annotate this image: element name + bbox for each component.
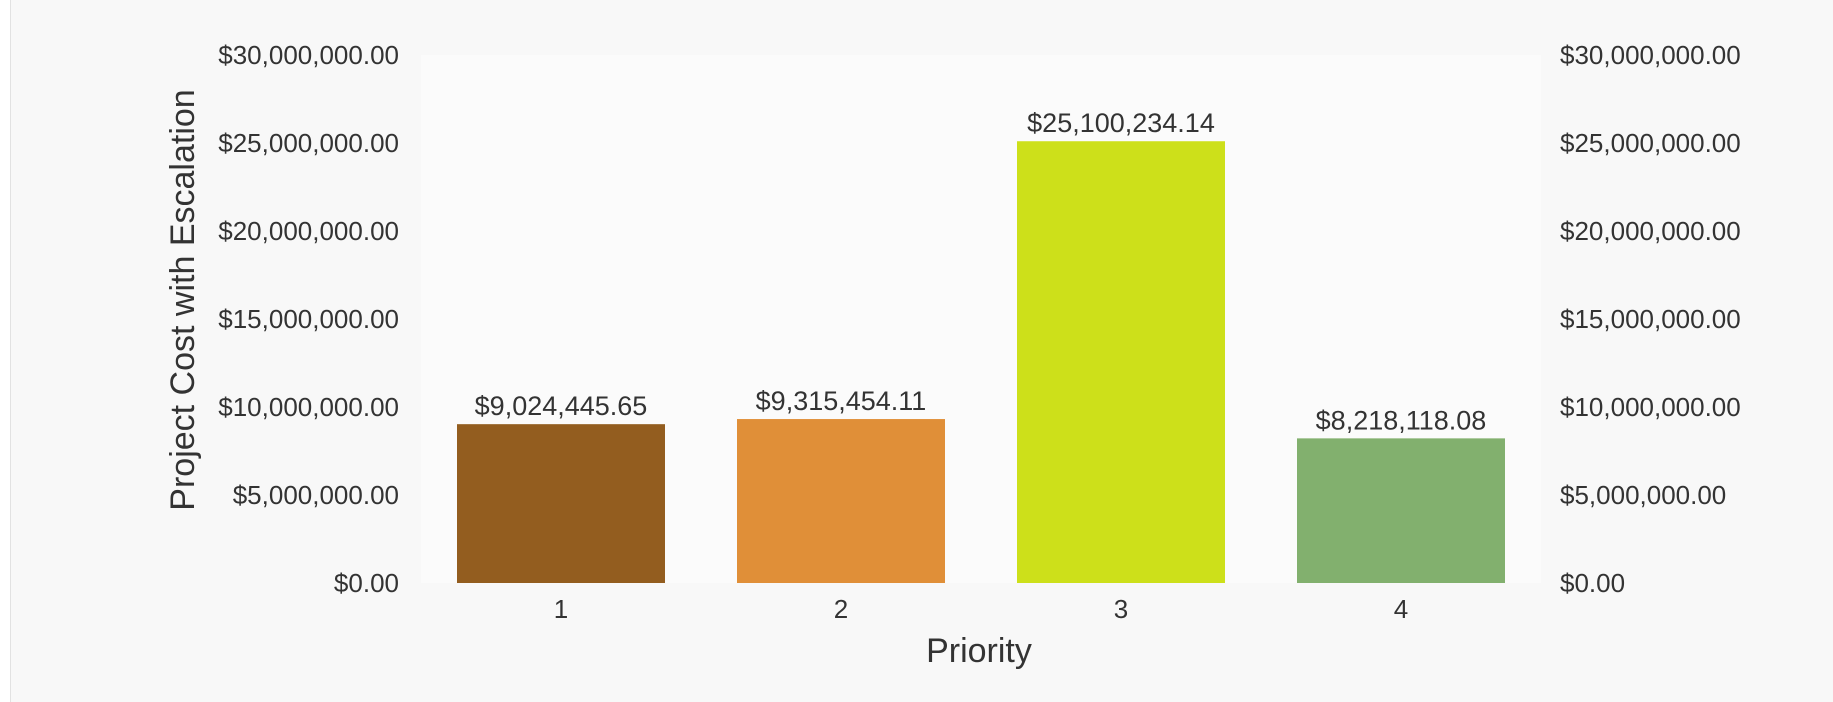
right-tick-label: $10,000,000.00 (1560, 392, 1741, 422)
x-axis-title: Priority (926, 632, 1032, 670)
left-tick-label: $15,000,000.00 (218, 304, 399, 334)
y-axis-title: Project Cost with Escalation (164, 89, 202, 510)
data-label: $9,315,454.11 (756, 386, 927, 416)
bar-priority-3[interactable] (1017, 141, 1225, 583)
bar-priority-4[interactable] (1297, 438, 1505, 583)
category-label: 4 (1394, 594, 1408, 624)
chart-frame: $0.00 $5,000,000.00 $10,000,000.00 $15,000,… (10, 0, 1833, 702)
right-tick-label: $0.00 (1560, 568, 1625, 598)
data-labels: $9,024,445.65 $9,315,454.11 $25,100,234.14… (475, 108, 1487, 435)
right-tick-label: $5,000,000.00 (1560, 480, 1726, 510)
left-axis-ticks: $0.00 $5,000,000.00 $10,000,000.00 $15,000,… (218, 40, 399, 598)
data-label: $9,024,445.65 (475, 391, 648, 421)
right-tick-label: $15,000,000.00 (1560, 304, 1741, 334)
data-label: $25,100,234.14 (1027, 108, 1215, 138)
data-label: $8,218,118.08 (1316, 405, 1487, 435)
category-labels: 1 2 3 4 (554, 594, 1408, 624)
left-tick-label: $20,000,000.00 (218, 216, 399, 246)
bar-priority-1[interactable] (457, 424, 665, 583)
category-label: 3 (1114, 594, 1128, 624)
bar-priority-2[interactable] (737, 419, 945, 583)
right-tick-label: $30,000,000.00 (1560, 40, 1741, 70)
bars (457, 141, 1505, 583)
left-tick-label: $5,000,000.00 (233, 480, 399, 510)
left-tick-label: $30,000,000.00 (218, 40, 399, 70)
right-axis-ticks: $0.00 $5,000,000.00 $10,000,000.00 $15,000,… (1560, 40, 1741, 598)
left-tick-label: $10,000,000.00 (218, 392, 399, 422)
category-label: 1 (554, 594, 568, 624)
bar-chart: $0.00 $5,000,000.00 $10,000,000.00 $15,000,… (164, 40, 1741, 670)
right-tick-label: $20,000,000.00 (1560, 216, 1741, 246)
category-label: 2 (834, 594, 848, 624)
right-tick-label: $25,000,000.00 (1560, 128, 1741, 158)
left-tick-label: $0.00 (334, 568, 399, 598)
left-tick-label: $25,000,000.00 (218, 128, 399, 158)
